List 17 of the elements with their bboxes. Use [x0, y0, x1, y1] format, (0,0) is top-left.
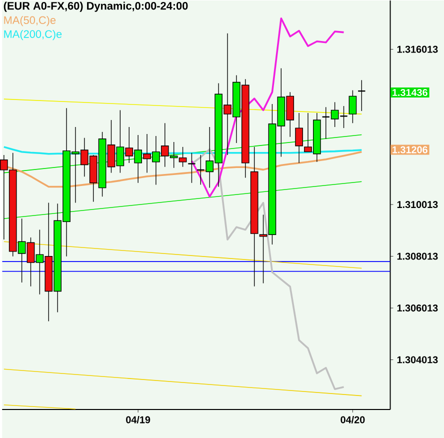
y-tick-label: 1.304013 — [397, 356, 438, 364]
line-series — [190, 148, 345, 390]
candlestick — [188, 152, 196, 184]
candlestick — [348, 90, 357, 124]
y-tick-label: 1.308013 — [397, 252, 438, 260]
y-tick-label: 1.306013 — [397, 304, 438, 312]
x-tick-label: 04/19 — [126, 416, 150, 424]
y-tick-label: 1.310013 — [397, 200, 438, 208]
x-tick-label: 04/20 — [340, 416, 365, 424]
text: 1.31436 — [392, 88, 428, 96]
chart-title: (EUR A0-FX,60) Dynamic,0:00-24:00 — [4, 2, 188, 12]
text: MA(200,C)e — [4, 30, 62, 40]
text: MA(50,C)e — [4, 16, 56, 26]
y-tick-label: 1.316013 — [397, 46, 438, 53]
candlestick — [295, 112, 303, 164]
text: 1.31206 — [392, 146, 428, 154]
line-series — [190, 17, 345, 198]
